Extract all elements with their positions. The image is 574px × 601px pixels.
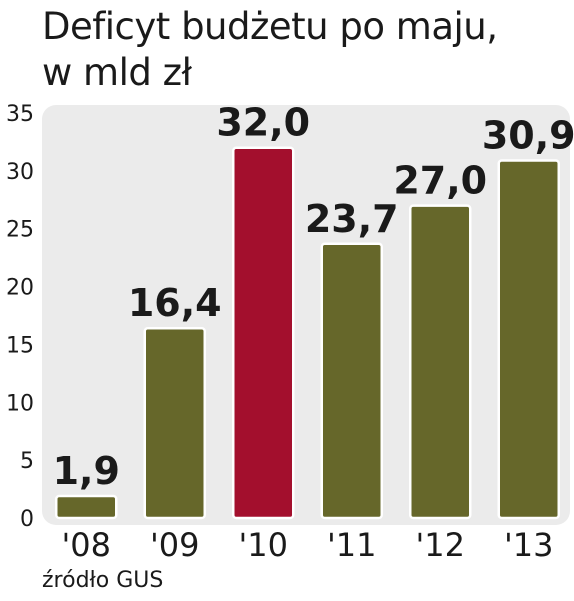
data-label: 27,0: [393, 159, 487, 203]
chart-title-line-2: w mld zł: [42, 51, 192, 94]
data-label: 23,7: [305, 197, 399, 241]
y-tick-label: 25: [6, 218, 34, 243]
bar: [497, 159, 560, 520]
bar: [143, 326, 206, 520]
x-tick-label: '10: [238, 526, 288, 564]
data-label: 30,9: [482, 113, 574, 157]
x-tick-label: '11: [327, 526, 377, 564]
x-tick-label: '13: [504, 526, 554, 564]
bar: [320, 242, 383, 520]
data-label: 16,4: [128, 281, 222, 325]
y-tick-label: 10: [6, 391, 34, 416]
y-tick-label: 0: [20, 507, 34, 532]
chart-title-line-1: Deficyt budżetu po maju,: [42, 5, 498, 48]
y-tick-label: 20: [6, 276, 34, 301]
x-tick-label: '12: [415, 526, 465, 564]
y-tick-label: 15: [6, 333, 34, 358]
data-label: 32,0: [216, 101, 310, 145]
y-tick-label: 30: [6, 160, 34, 185]
plot-background: [42, 105, 570, 525]
y-tick-label: 5: [20, 449, 34, 474]
chart-title: Deficyt budżetu po maju, w mld zł: [42, 4, 498, 96]
y-tick-label: 35: [6, 102, 34, 127]
bar: [232, 146, 295, 520]
x-tick-label: '09: [150, 526, 200, 564]
bar: [409, 204, 472, 520]
data-label: 1,9: [53, 449, 120, 493]
x-tick-label: '08: [61, 526, 111, 564]
bar: [55, 494, 118, 520]
source-note: źródło GUS: [42, 568, 164, 593]
